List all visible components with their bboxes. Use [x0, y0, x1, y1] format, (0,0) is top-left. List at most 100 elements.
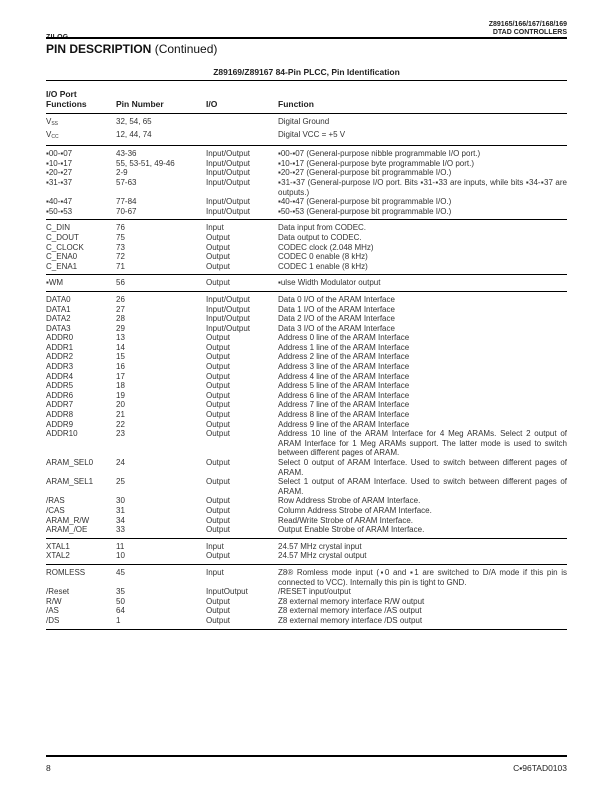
pin-name-text: ARAM_R/W — [46, 515, 90, 525]
pin-io-text: Input — [206, 223, 224, 233]
pin-number-text: 76 — [116, 223, 125, 233]
pin-number: 27 — [116, 305, 206, 315]
table-row: ADDR1 14 Output Address 1 line of the ARAM … — [46, 343, 567, 353]
pin-number-text: 32, 54, 65 — [116, 117, 152, 126]
pin-io: Input/Output — [206, 305, 278, 315]
pin-io-text: Output — [206, 525, 231, 535]
pin-io: Input/Output — [206, 197, 278, 207]
table-row: ▪31-▪37 57-63 Input/Output ▪31-▪37 (General… — [46, 178, 567, 197]
table-row: ARAM_R/W 34 Output Read/Write Strobe of ARA… — [46, 516, 567, 526]
pin-io: Output — [206, 352, 278, 362]
pin-function-text: ▪ulse Width Modulator output — [278, 278, 381, 288]
pin-number-text: 77-84 — [116, 197, 137, 207]
pin-number-text: 43-36 — [116, 149, 137, 159]
pin-group: ROMLESS 45 Input Z8® Romless mode input (▪0… — [46, 565, 567, 630]
pin-function: Select 0 output of ARAM Interface. Used … — [278, 458, 567, 477]
pin-name-text: DATA2 — [46, 314, 71, 324]
pin-io-text: Output — [206, 352, 231, 362]
pin-io: Output — [206, 525, 278, 535]
pin-name: ▪50-▪53 — [46, 207, 116, 217]
pin-io: Output — [206, 252, 278, 262]
pin-function-text: Address 8 line of the ARAM Interface — [278, 410, 410, 420]
pin-io: Output — [206, 458, 278, 477]
pin-function: Address 9 line of the ARAM Interface — [278, 420, 567, 430]
pin-function: CODEC 1 enable (8 kHz) — [278, 262, 567, 272]
pin-name-text: ADDR5 — [46, 381, 74, 391]
table-row: ▪40-▪47 77-84 Input/Output ▪40-▪47 (General… — [46, 197, 567, 207]
document-code: C▪96TAD0103 — [513, 763, 567, 773]
table-title: Z89169/Z89167 84-Pin PLCC, Pin Identific… — [213, 67, 400, 77]
pin-io-text: Output — [206, 615, 231, 625]
pin-number: 15 — [116, 352, 206, 362]
pin-function-text: ▪50-▪53 (General-purpose bit programmabl… — [278, 206, 452, 216]
pin-number: 2-9 — [116, 168, 206, 178]
pin-number: 24 — [116, 458, 206, 477]
pin-function-text: Address 5 line of the ARAM Interface — [278, 381, 410, 391]
pin-number: 64 — [116, 606, 206, 616]
pin-name: ARAM_SEL0 — [46, 458, 116, 477]
pin-function: ▪31-▪37 (General-purpose I/O port. Bits … — [278, 178, 567, 197]
pin-name: DATA0 — [46, 295, 116, 305]
pin-function: Address 1 line of the ARAM Interface — [278, 343, 567, 353]
pin-io-text: Output — [206, 242, 231, 252]
pin-name: C_ENA1 — [46, 262, 116, 272]
pin-name-text: C_DIN — [46, 223, 71, 233]
pin-io-text: Input/Output — [206, 304, 251, 314]
table-row: XTAL2 10 Output 24.57 MHz crystal output — [46, 551, 567, 561]
pin-number: 34 — [116, 516, 206, 526]
pin-name-text: ▪31-▪37 — [46, 177, 73, 187]
pin-name: ARAM_/OE — [46, 525, 116, 535]
pin-number-text: 28 — [116, 314, 125, 324]
pin-name-text: ARAM_SEL1 — [46, 477, 94, 487]
page-number: 8 — [46, 763, 51, 773]
pin-io-text: Input/Output — [206, 177, 251, 187]
pin-number: 32, 54, 65 — [116, 117, 206, 130]
pin-io-text: Input/Output — [206, 149, 251, 159]
pin-number: 22 — [116, 420, 206, 430]
pin-group: ▪00-▪07 43-36 Input/Output ▪00-▪07 (General… — [46, 146, 567, 221]
pin-io: Output — [206, 391, 278, 401]
pin-name-text: V — [46, 117, 52, 126]
pin-number: 31 — [116, 506, 206, 516]
pin-name: ADDR6 — [46, 391, 116, 401]
pin-function: Z8® Romless mode input (▪0 and ▪1 are sw… — [278, 568, 567, 587]
pin-name: C_CLOCK — [46, 243, 116, 253]
pin-name-text: C_DOUT — [46, 232, 79, 242]
table-row: ADDR3 16 Output Address 3 line of the ARAM … — [46, 362, 567, 372]
pin-name: ▪10-▪17 — [46, 159, 116, 169]
pin-name-text: ADDR2 — [46, 352, 74, 362]
pin-name-text: ADDR8 — [46, 410, 74, 420]
pin-io-text: Output — [206, 342, 231, 352]
pin-name-text: ▪50-▪53 — [46, 206, 73, 216]
pin-name: ARAM_R/W — [46, 516, 116, 526]
pin-name-text: ▪WM — [46, 278, 64, 288]
pin-function: Data 0 I/O of the ARAM Interface — [278, 295, 567, 305]
table-row: ADDR5 18 Output Address 5 line of the ARAM … — [46, 381, 567, 391]
pin-number-text: 30 — [116, 496, 125, 506]
pin-function: Read/Write Strobe of ARAM Interface. — [278, 516, 567, 526]
pin-number: 75 — [116, 233, 206, 243]
pin-name-text: XTAL1 — [46, 541, 70, 551]
pin-number: 20 — [116, 400, 206, 410]
pin-function-text: Address 6 line of the ARAM Interface — [278, 390, 410, 400]
pin-group: C_DIN 76 Input Data input from CODEC. C_DOUT… — [46, 220, 567, 276]
pin-name: ADDR0 — [46, 333, 116, 343]
pin-number: 72 — [116, 252, 206, 262]
table-row: /Reset 35 InputOutput/RESET input/output — [46, 587, 567, 597]
pin-number: 14 — [116, 343, 206, 353]
pin-io-text: Output — [206, 596, 231, 606]
pin-name-text: ADDR9 — [46, 419, 74, 429]
table-row: DATA2 28 Input/Output Data 2 I/O of the ARA… — [46, 314, 567, 324]
table-row: C_CLOCK 73 Output CODEC clock (2.048 MHz) — [46, 243, 567, 253]
pin-io: Input/Output — [206, 149, 278, 159]
table-body: VSS 32, 54, 65 Digital Ground VCC 12, 44, 74… — [46, 114, 567, 630]
pin-io: Output — [206, 381, 278, 391]
pin-function: CODEC clock (2.048 MHz) — [278, 243, 567, 253]
pin-function-text: ▪40-▪47 (General-purpose bit programmabl… — [278, 197, 452, 207]
pin-function-text: ▪20-▪27 (General-purpose bit programmabl… — [278, 168, 452, 178]
pin-name-text: ▪10-▪17 — [46, 158, 73, 168]
pin-function: Address 3 line of the ARAM Interface — [278, 362, 567, 372]
pin-function: Address 5 line of the ARAM Interface — [278, 381, 567, 391]
pin-function-text: Address 3 line of the ARAM Interface — [278, 362, 410, 372]
header-io: I/O — [206, 99, 218, 109]
